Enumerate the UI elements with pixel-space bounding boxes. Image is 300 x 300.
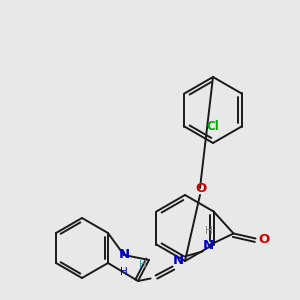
- Text: H: H: [139, 260, 146, 271]
- Text: Cl: Cl: [207, 120, 219, 133]
- Text: O: O: [259, 233, 270, 246]
- Text: H: H: [120, 267, 128, 277]
- Text: H: H: [205, 226, 212, 236]
- Text: N: N: [203, 239, 214, 252]
- Text: N: N: [173, 254, 184, 267]
- Text: O: O: [195, 182, 207, 194]
- Text: N: N: [118, 248, 130, 262]
